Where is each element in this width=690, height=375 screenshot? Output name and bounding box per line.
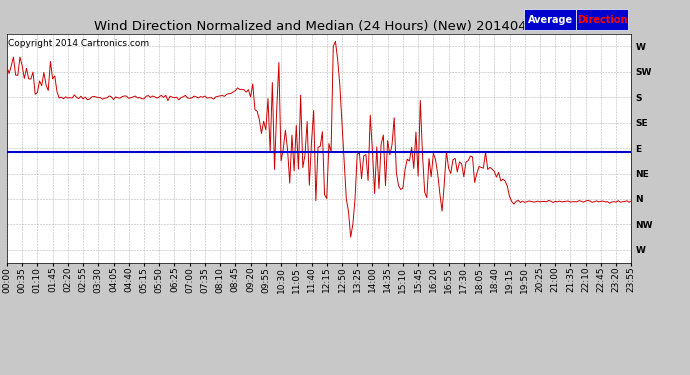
Title: Wind Direction Normalized and Median (24 Hours) (New) 20140407: Wind Direction Normalized and Median (24…	[95, 20, 544, 33]
Text: Copyright 2014 Cartronics.com: Copyright 2014 Cartronics.com	[8, 39, 150, 48]
Text: Direction: Direction	[577, 15, 627, 25]
Text: Average: Average	[528, 15, 573, 25]
